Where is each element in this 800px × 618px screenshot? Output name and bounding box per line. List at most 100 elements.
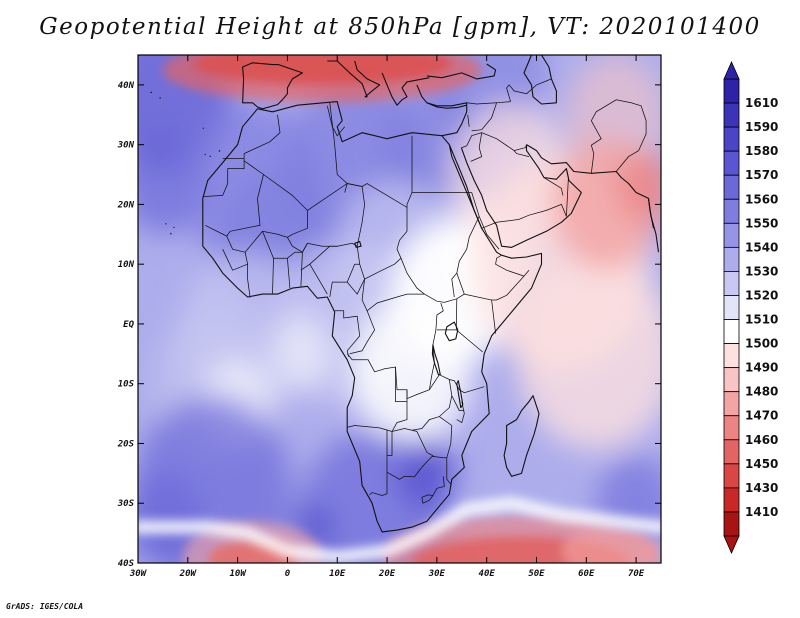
field-blob xyxy=(451,102,572,247)
colorbar-top-arrow xyxy=(723,61,740,80)
colorbar-swatch xyxy=(723,367,740,393)
border-algeria-libya xyxy=(329,102,348,193)
colorbar-label: 1460 xyxy=(745,433,778,447)
lat-tick-label: 30S xyxy=(117,499,135,509)
madeira-azores xyxy=(150,91,205,129)
colorbar-swatch xyxy=(723,271,740,296)
map-title: Geopotential Height at 850hPa [gpm], VT:… xyxy=(39,14,761,40)
colorbar-swatch xyxy=(723,126,740,152)
lat-tick-label: 30N xyxy=(117,141,135,151)
field-blob xyxy=(516,258,661,450)
height-field xyxy=(138,55,661,563)
plot-area xyxy=(138,55,661,563)
lon-tick-label: 50E xyxy=(528,569,545,579)
border-mozambique-zimbabwe xyxy=(411,401,465,485)
lat-tick-label: 10S xyxy=(118,380,135,390)
colorbar-label: 1490 xyxy=(745,361,778,375)
colorbar-label: 1480 xyxy=(745,385,778,399)
border-east-africa xyxy=(436,216,530,353)
low-core xyxy=(561,527,661,563)
field-blob xyxy=(397,437,457,510)
border-chad-sudan xyxy=(356,207,408,280)
border-west-africa-coastal xyxy=(222,231,331,298)
madagascar-coastline xyxy=(503,395,540,477)
colorbar: 1610 1590 1580 1570 1560 1550 1540 1530 1520 1510… xyxy=(723,61,778,554)
field-blob xyxy=(616,150,661,223)
lat-tick-label: 40N xyxy=(118,81,135,91)
iberia-coastline xyxy=(242,62,303,110)
border-southern-africa xyxy=(369,430,445,504)
lat-tick-label: EQ xyxy=(123,320,134,330)
border-middle-east xyxy=(461,78,647,229)
lon-tick-label: 0 xyxy=(285,569,291,579)
border-western-sahara xyxy=(202,158,245,197)
colorbar-label: 1500 xyxy=(745,337,778,351)
lake-victoria xyxy=(444,321,459,342)
lon-tick-label: 70E xyxy=(628,569,645,579)
colorbar-swatch xyxy=(723,391,740,417)
colorbar-swatch xyxy=(723,174,740,200)
gradient-band xyxy=(138,496,661,563)
colorbar-swatch xyxy=(723,487,740,513)
colorbar-label: 1570 xyxy=(745,168,778,182)
border-south-sudan xyxy=(400,258,465,303)
border-congo-drc xyxy=(334,302,444,400)
colorbar-label: 1470 xyxy=(745,409,778,423)
credit-label: GrADS: IGES/COLA xyxy=(6,602,84,611)
field-blob xyxy=(138,473,203,563)
colorbar-label: 1510 xyxy=(745,313,778,327)
colorbar-swatch xyxy=(723,343,740,369)
colorbar-label: 1590 xyxy=(745,120,778,134)
country-borders xyxy=(202,78,647,504)
lat-tick-label: 20S xyxy=(117,439,135,449)
colorbar-swatch xyxy=(723,246,740,272)
red-sea-west-coast xyxy=(448,144,483,229)
colorbar-label: 1610 xyxy=(745,96,778,110)
lake-malawi xyxy=(456,380,464,409)
colorbar-label: 1540 xyxy=(745,240,778,254)
colorbar-label: 1450 xyxy=(745,457,778,471)
transition-band xyxy=(138,496,661,563)
colorbar-label: 1580 xyxy=(745,144,778,158)
border-nigeria-cameroon xyxy=(329,245,425,312)
lon-tick-label: 10W xyxy=(229,569,247,579)
colorbar-swatch xyxy=(723,295,740,320)
colorbar-swatch xyxy=(723,78,740,104)
plot-frame xyxy=(137,54,662,564)
colorbar-label: 1430 xyxy=(745,481,778,495)
lon-tick-label: 40E xyxy=(479,569,496,579)
turkey-coastline xyxy=(416,84,467,109)
italy-coastline xyxy=(327,60,381,98)
lon-tick-label: 60E xyxy=(578,569,595,579)
colorbar-label: 1520 xyxy=(745,288,778,302)
border-angola-zambia xyxy=(346,353,413,432)
colorbar-swatch xyxy=(723,102,740,128)
border-morocco-algeria xyxy=(243,114,281,159)
lat-tick-label: 40S xyxy=(118,559,135,569)
colorbar-label: 1550 xyxy=(745,216,778,230)
colorbar-swatch xyxy=(723,511,740,537)
africa-coastline xyxy=(202,101,543,533)
colorbar-swatch xyxy=(723,439,740,465)
field-blob xyxy=(352,300,472,444)
axis-ticks: 30W 20W 10W 0 10E 20E 30E 40E 50E 60E 70E 40N 30N 20N… xyxy=(117,55,661,579)
colorbar-label: 1410 xyxy=(745,505,778,519)
colorbar-swatch xyxy=(723,463,740,489)
border-tunisia xyxy=(326,105,345,137)
sri-lanka-india-edge xyxy=(647,198,655,229)
lon-tick-label: 20E xyxy=(378,569,396,579)
colorbar-swatch xyxy=(723,222,740,248)
colorbar-swatch xyxy=(723,150,740,176)
low-core xyxy=(162,55,482,103)
balkan-coastline xyxy=(381,72,430,106)
lon-tick-label: 30W xyxy=(129,569,148,579)
field-blob xyxy=(272,317,333,390)
colorbar-label: 1530 xyxy=(745,264,778,278)
cape-verde-islands xyxy=(165,223,175,235)
canary-islands xyxy=(204,150,221,158)
lon-tick-label: 10E xyxy=(329,569,346,579)
caspian-coast xyxy=(523,55,557,105)
lat-tick-label: 10N xyxy=(118,260,135,270)
colorbar-swatch xyxy=(723,198,740,224)
